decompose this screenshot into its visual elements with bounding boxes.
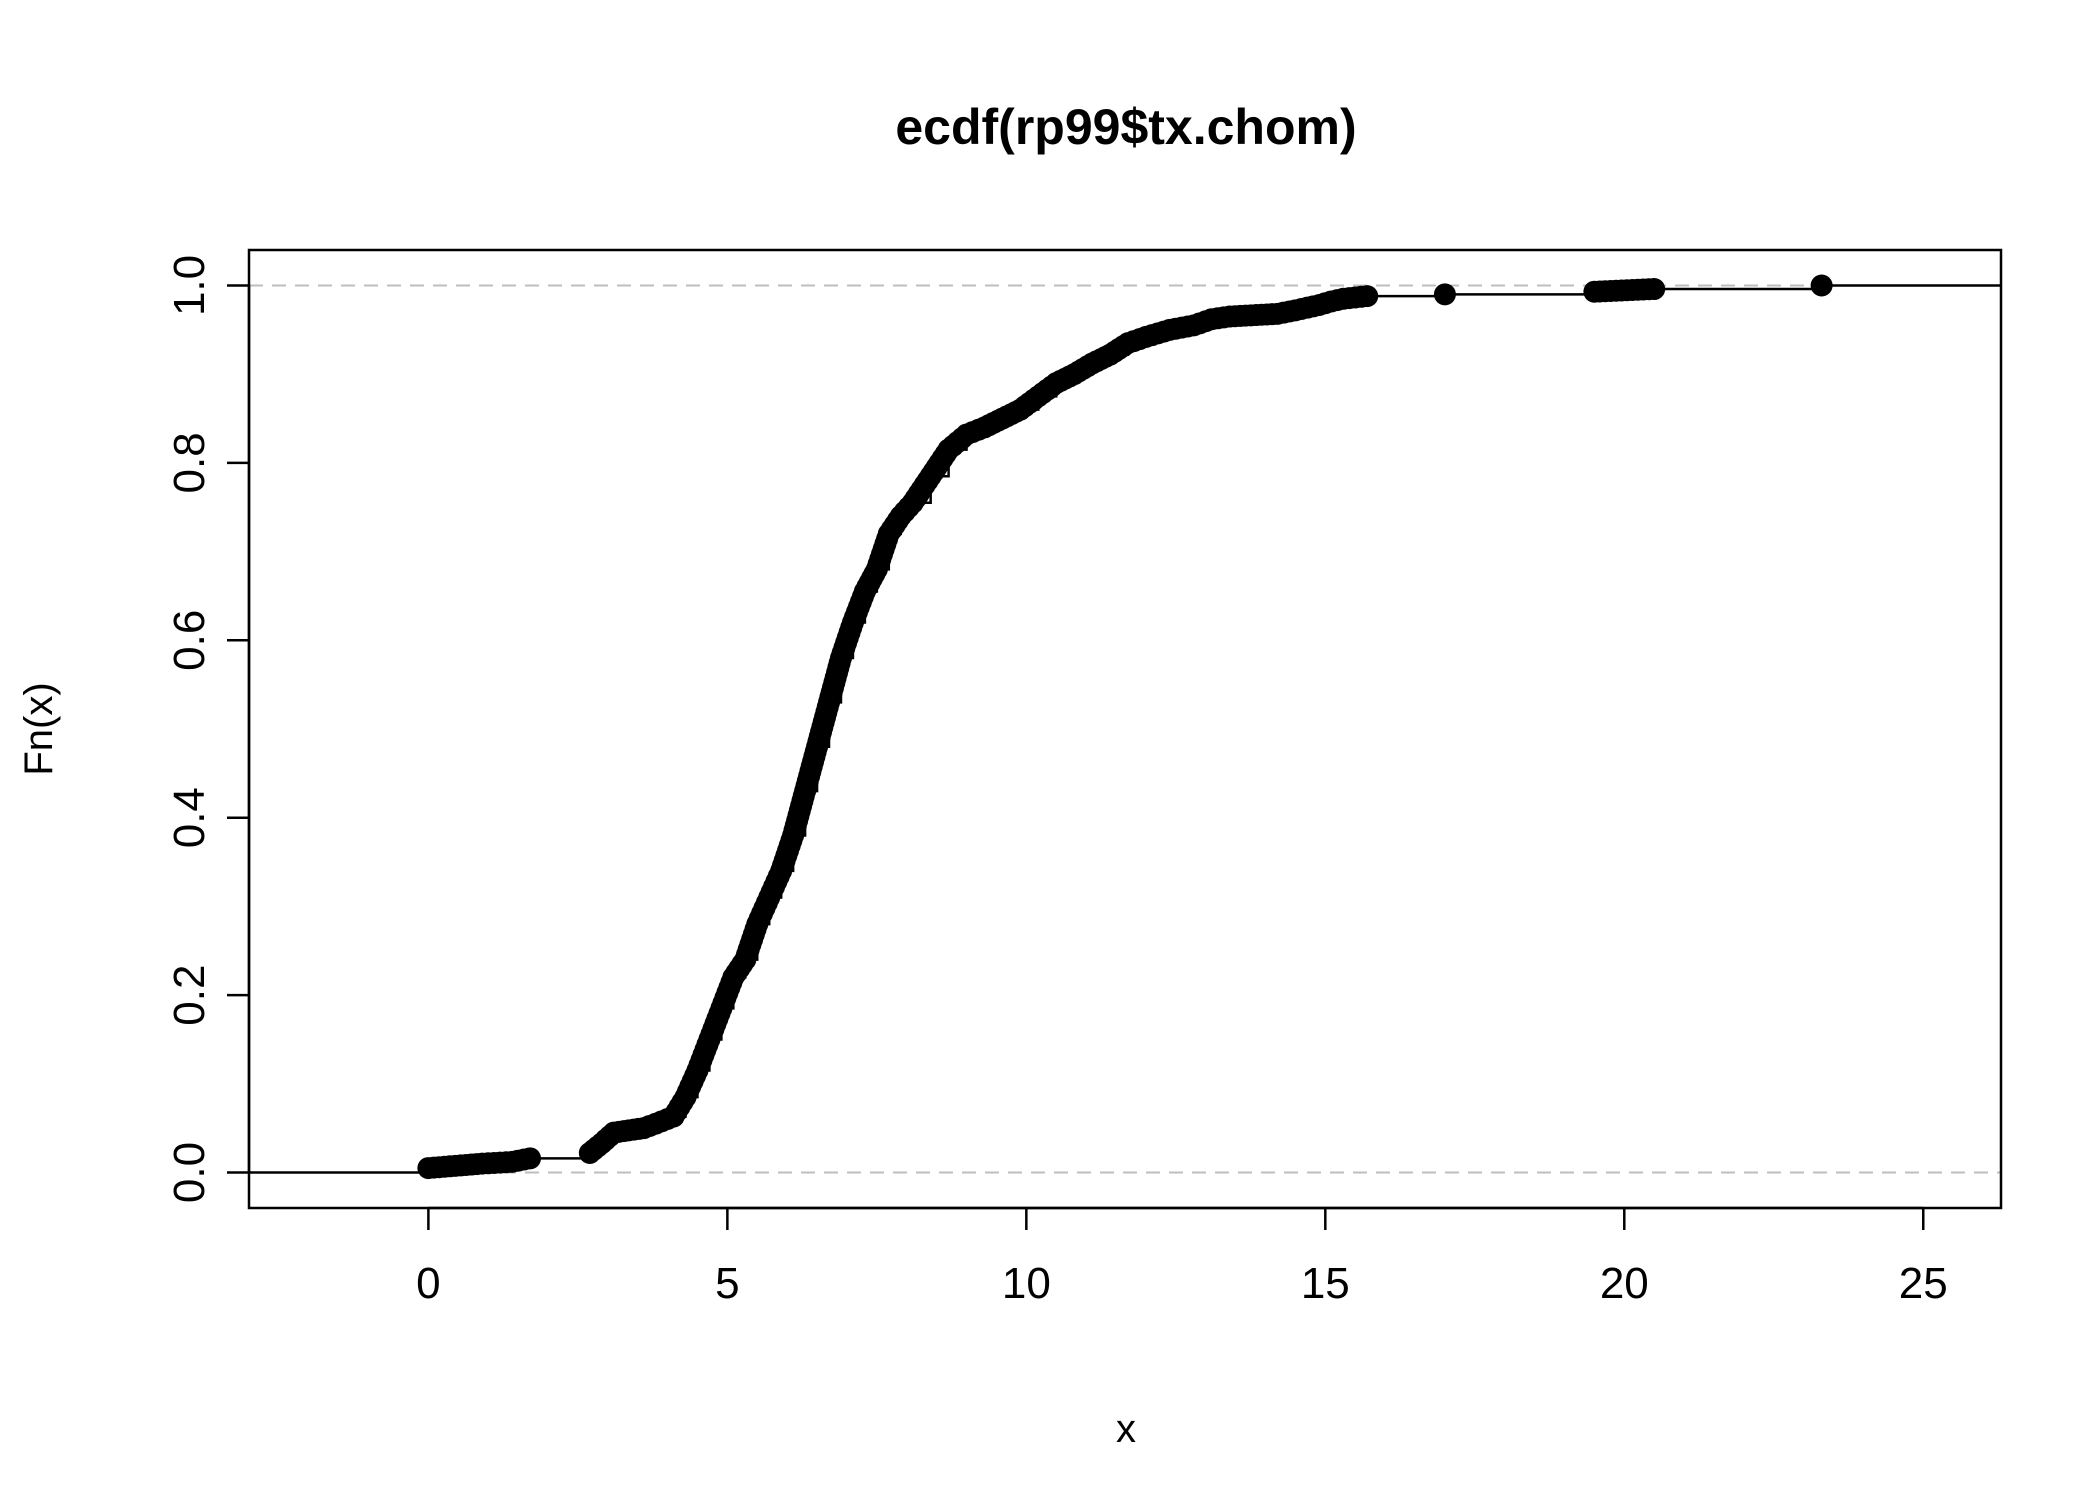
reference-lines — [249, 284, 2001, 1174]
y-tick-label: 0.0 — [165, 1142, 214, 1203]
y-tick-label: 0.2 — [165, 965, 214, 1026]
y-tick-label: 0.6 — [165, 610, 214, 671]
ecdf-step-line — [249, 284, 2001, 1174]
y-tick-label: 0.8 — [165, 432, 214, 493]
ecdf-curve — [249, 284, 2001, 1174]
ecdf-point — [1433, 283, 1456, 306]
x-tick-label: 0 — [416, 1259, 440, 1308]
x-axis: 0 5 10 15 20 25 — [416, 1206, 1948, 1308]
y-tick-label: 1.0 — [165, 255, 214, 316]
ecdf-points — [417, 274, 1833, 1180]
ecdf-point — [519, 1147, 542, 1170]
plot-frame — [247, 248, 2003, 1210]
y-axis-label: Fn(x) — [17, 682, 61, 775]
y-tick-label: 0.4 — [165, 787, 214, 848]
x-tick-label: 20 — [1600, 1259, 1649, 1308]
x-axis-label: x — [1116, 1407, 1136, 1451]
x-tick-label: 15 — [1301, 1259, 1350, 1308]
ecdf-point — [1356, 285, 1379, 308]
ecdf-point — [1810, 274, 1833, 297]
x-tick-label: 10 — [1002, 1259, 1051, 1308]
chart-title: ecdf(rp99$tx.chom) — [895, 99, 1356, 155]
y-axis: 0.0 0.2 0.4 0.6 0.8 1.0 — [165, 255, 251, 1203]
x-tick-label: 25 — [1899, 1259, 1948, 1308]
ecdf-point — [1643, 278, 1666, 301]
x-tick-label: 5 — [715, 1259, 739, 1308]
